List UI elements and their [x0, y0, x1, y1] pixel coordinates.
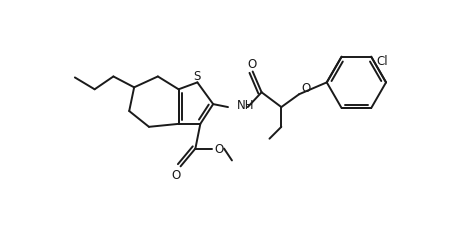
Text: O: O	[247, 58, 257, 71]
Text: O: O	[301, 81, 311, 94]
Text: S: S	[194, 70, 201, 83]
Text: O: O	[214, 142, 224, 155]
Text: Cl: Cl	[376, 55, 388, 68]
Text: O: O	[171, 168, 180, 181]
Text: NH: NH	[237, 98, 254, 111]
